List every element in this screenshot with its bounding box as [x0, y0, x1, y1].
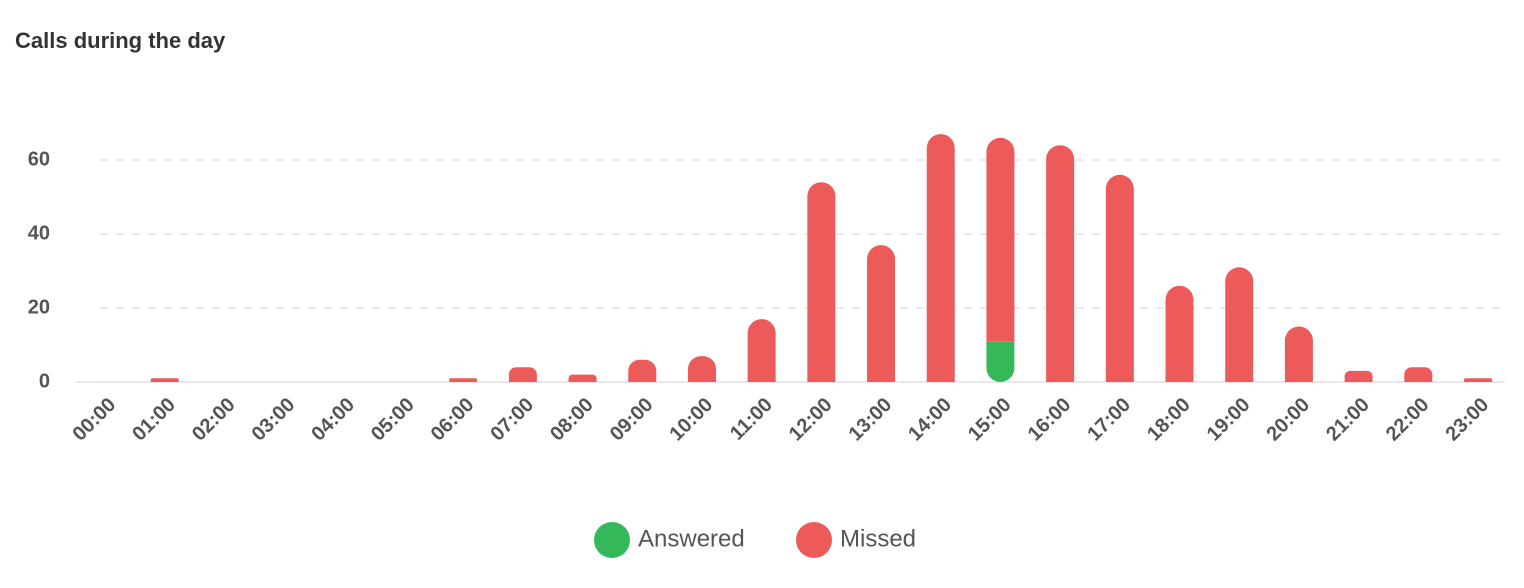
bar-segment — [1046, 145, 1075, 382]
bar-segment — [986, 137, 1015, 342]
bar-segment — [568, 374, 597, 382]
bar-segment — [1165, 285, 1194, 382]
y-tick-label: 20 — [28, 296, 50, 318]
x-tick-label: 07:00 — [486, 394, 538, 446]
bar-segment — [508, 367, 537, 382]
legend-marker — [594, 522, 630, 558]
x-tick-label: 11:00 — [726, 394, 777, 445]
x-tick-label: 20:00 — [1262, 394, 1314, 446]
bar-segment — [628, 359, 657, 382]
bar-segment — [747, 319, 776, 382]
x-tick-label: 06:00 — [427, 394, 479, 446]
x-tick-label: 10:00 — [665, 394, 717, 446]
x-tick-label: 09:00 — [606, 394, 658, 446]
x-tick-label: 21:00 — [1322, 394, 1374, 446]
y-tick-label: 40 — [28, 222, 50, 244]
legend-marker — [796, 522, 832, 558]
x-tick-label: 00:00 — [69, 394, 121, 446]
bar-segment — [926, 134, 955, 382]
bar-segment — [1105, 174, 1134, 382]
bar-segment — [150, 378, 179, 382]
bar-segment — [986, 341, 1015, 382]
bar-segment — [687, 356, 716, 382]
y-tick-label: 60 — [28, 148, 50, 170]
x-tick-label: 23:00 — [1442, 394, 1494, 446]
x-tick-label: 08:00 — [546, 394, 598, 446]
bar-segment — [807, 182, 836, 382]
x-tick-label: 16:00 — [1024, 394, 1076, 446]
bar-segment — [1344, 370, 1373, 382]
legend-label: Missed — [840, 525, 916, 552]
x-tick-label: 02:00 — [188, 394, 240, 446]
y-tick-label: 0 — [39, 370, 50, 392]
x-tick-label: 22:00 — [1382, 394, 1434, 446]
bar-segment — [867, 245, 896, 382]
bar-segment — [1464, 378, 1492, 382]
x-tick-label: 12:00 — [785, 394, 837, 446]
x-tick-label: 03:00 — [248, 394, 300, 446]
bar-segment — [1225, 267, 1254, 382]
x-tick-label: 13:00 — [845, 394, 897, 446]
x-tick-label: 04:00 — [307, 394, 359, 446]
x-tick-label: 15:00 — [964, 394, 1016, 446]
x-tick-label: 14:00 — [904, 394, 956, 446]
bar-segment — [1404, 367, 1433, 382]
bar-segment — [1284, 326, 1313, 382]
x-tick-label: 18:00 — [1143, 394, 1195, 446]
x-tick-label: 19:00 — [1203, 394, 1255, 446]
chart-title: Calls during the day — [15, 28, 226, 53]
x-tick-label: 05:00 — [367, 394, 419, 446]
x-tick-label: 01:00 — [128, 394, 180, 446]
legend-label: Answered — [638, 525, 745, 552]
x-tick-label: 17:00 — [1083, 394, 1135, 446]
bar-segment — [449, 378, 478, 382]
